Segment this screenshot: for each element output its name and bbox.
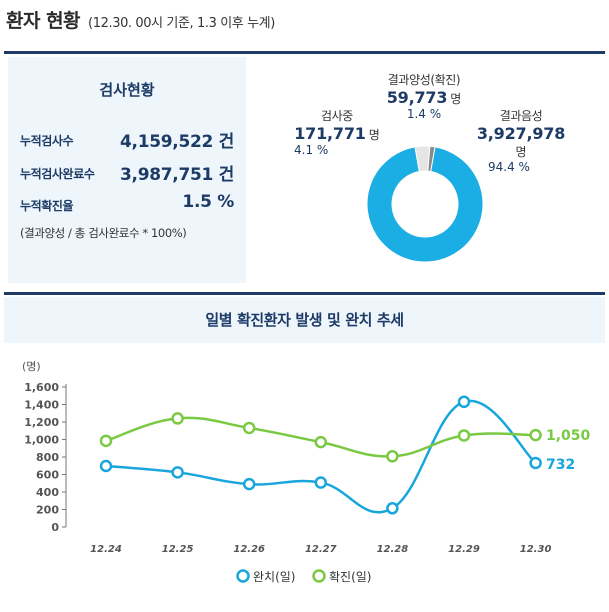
legend-confirmed-label: 확진(일) bbox=[329, 570, 371, 584]
y-tick-label: 1,200 bbox=[24, 416, 59, 429]
positive-rate-value: 1.5 % bbox=[182, 192, 234, 212]
released-point bbox=[242, 477, 256, 491]
x-tick-label: 12.28 bbox=[377, 544, 409, 555]
donut-slice-positive bbox=[427, 145, 436, 173]
released-point bbox=[314, 476, 328, 489]
negative-label: 결과음성 bbox=[499, 109, 543, 123]
positive-pct: 1.4 % bbox=[406, 107, 442, 121]
donut-label-testing: 검사중 171,771 명 4.1 % bbox=[282, 107, 392, 157]
page-header: 환자 현황 (12.30. 00시 기준, 1.3 이후 누계) bbox=[6, 6, 275, 42]
released-point bbox=[457, 395, 471, 409]
top-divider bbox=[4, 51, 605, 54]
y-tick-label: 600 bbox=[36, 469, 59, 482]
confirmed-point bbox=[99, 434, 113, 448]
legend-released-label: 완치(일) bbox=[253, 570, 295, 584]
released-point bbox=[99, 459, 113, 473]
x-tick-label: 12.24 bbox=[90, 544, 122, 555]
positive-rate-formula: (결과양성 / 총 검사완료수 * 100%) bbox=[20, 226, 187, 240]
positive-unit: 명 bbox=[450, 92, 462, 106]
testing-value: 171,771 bbox=[294, 124, 366, 143]
released-point bbox=[529, 456, 542, 470]
y-tick-label: 1,400 bbox=[24, 399, 59, 412]
page-title: 환자 현황 bbox=[6, 10, 81, 32]
y-tick-label: 1,000 bbox=[24, 434, 59, 447]
released-point bbox=[386, 502, 399, 515]
completed-tests-value: 3,987,751 건 bbox=[120, 165, 234, 185]
x-tick-label: 12.27 bbox=[305, 544, 337, 555]
donut-chart bbox=[366, 145, 484, 263]
donut-label-negative: 결과음성 3,927,978 명 94.4 % bbox=[466, 107, 576, 174]
x-tick-label: 12.25 bbox=[162, 544, 194, 555]
confirmed-series-line bbox=[105, 416, 536, 458]
page-subtitle: (12.30. 00시 기준, 1.3 이후 누계) bbox=[88, 16, 275, 31]
confirmed-point bbox=[242, 421, 256, 435]
testing-pct: 4.1 % bbox=[294, 143, 329, 157]
y-tick-label: 0 bbox=[51, 521, 59, 534]
y-tick-label: 800 bbox=[36, 451, 59, 464]
confirmed-point bbox=[314, 435, 328, 449]
cumulative-tests-label: 누적검사수 bbox=[20, 134, 74, 148]
trend-chart-title: 일별 확진환자 발생 및 완치 추세 bbox=[205, 311, 404, 329]
positive-label: 결과양성(확진) bbox=[387, 73, 461, 87]
summary-panel: 검사현황 누적검사수 4,159,522 건 누적검사완료수 3,987,751… bbox=[4, 57, 605, 283]
confirmed-point bbox=[171, 412, 184, 425]
donut-label-positive: 결과양성(확진) 59,773 명 1.4 % bbox=[374, 71, 474, 121]
y-unit-label: (명) bbox=[22, 360, 41, 373]
test-status-box: 검사현황 누적검사수 4,159,522 건 누적검사완료수 3,987,751… bbox=[8, 57, 246, 283]
confirmed-point bbox=[386, 450, 399, 463]
middle-divider bbox=[4, 292, 605, 295]
y-tick-label: 1,600 bbox=[24, 381, 59, 394]
trend-chart-header: 일별 확진환자 발생 및 완치 추세 bbox=[4, 297, 605, 343]
x-tick-label: 12.30 bbox=[520, 544, 552, 555]
confirmed-end-label: 1,050 bbox=[546, 428, 591, 444]
confirmed-point bbox=[529, 428, 542, 442]
y-tick-label: 400 bbox=[36, 486, 59, 499]
legend-released-marker bbox=[236, 569, 250, 583]
released-point bbox=[171, 466, 184, 479]
completed-tests-label: 누적검사완료수 bbox=[20, 167, 95, 181]
positive-value: 59,773 bbox=[386, 88, 448, 107]
donut-slice-negative bbox=[366, 146, 484, 263]
positive-rate-label: 누적확진율 bbox=[20, 199, 74, 213]
confirmed-point bbox=[457, 429, 471, 442]
x-tick-label: 12.29 bbox=[448, 544, 480, 555]
cumulative-tests-value: 4,159,522 건 bbox=[120, 132, 234, 152]
test-status-title: 검사현황 bbox=[99, 81, 155, 99]
testing-unit: 명 bbox=[368, 128, 380, 142]
released-series-line bbox=[105, 399, 537, 514]
negative-unit: 명 bbox=[515, 145, 527, 159]
negative-value: 3,927,978 bbox=[476, 124, 566, 143]
y-tick-label: 200 bbox=[36, 504, 59, 517]
legend-confirmed-marker bbox=[312, 569, 326, 583]
x-tick-label: 12.26 bbox=[233, 544, 265, 555]
released-end-label: 732 bbox=[546, 457, 575, 473]
testing-label: 검사중 bbox=[321, 109, 353, 123]
negative-pct: 94.4 % bbox=[488, 160, 530, 174]
